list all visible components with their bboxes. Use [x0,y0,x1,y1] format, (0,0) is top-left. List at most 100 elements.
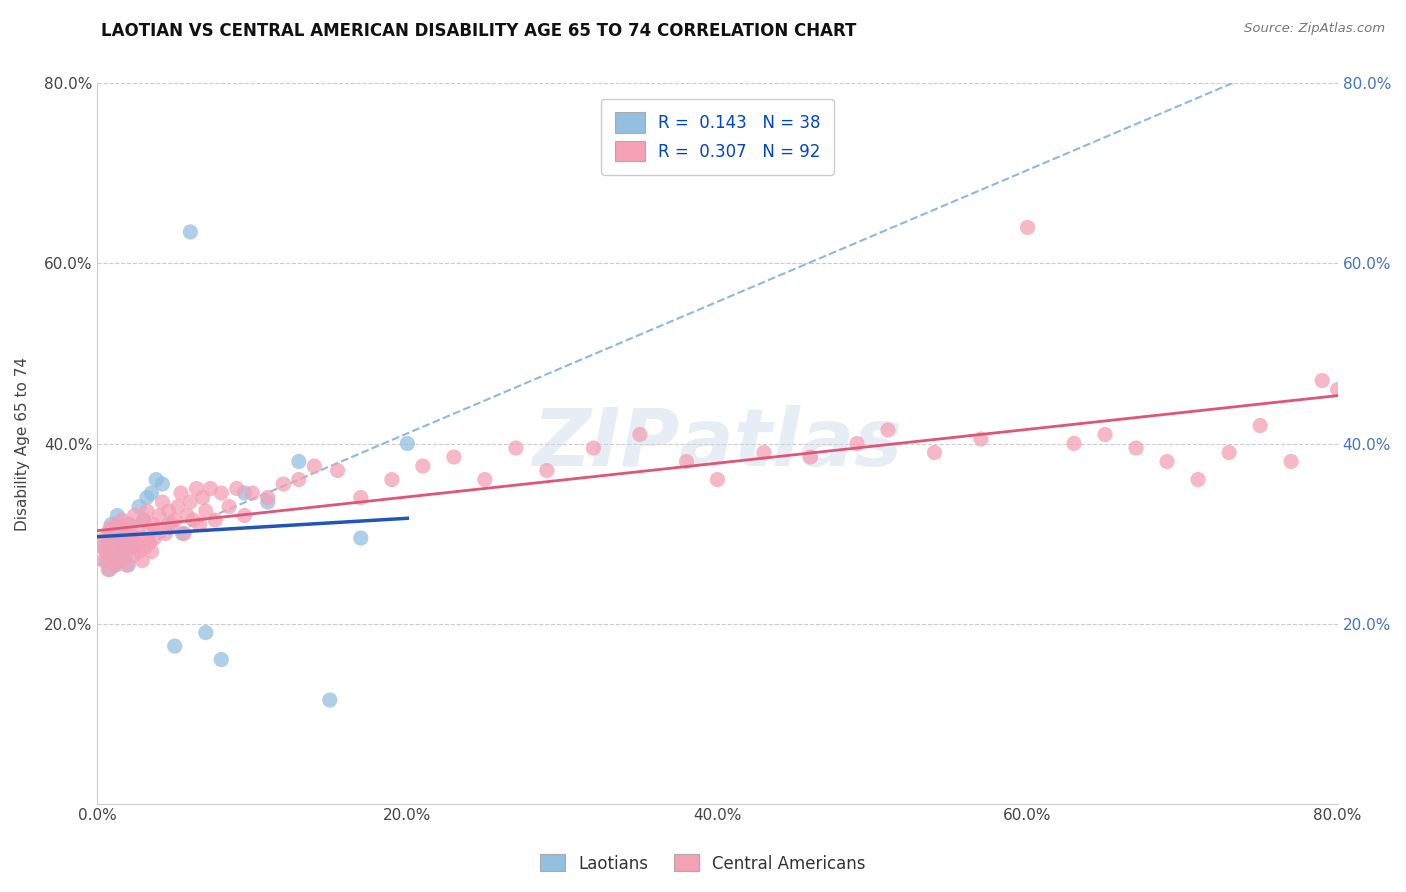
Point [271,477,294,491]
Point [145,522,167,536]
Point [1063,436,1085,450]
Point [173,526,195,541]
Point [150,477,173,491]
Point [675,454,697,468]
Point [132,513,155,527]
Point [167,500,190,514]
Point [179,225,201,239]
Point [103,526,125,541]
Point [381,473,404,487]
Point [326,464,349,478]
Point [1156,454,1178,468]
Point [1017,220,1039,235]
Point [240,486,263,500]
Point [752,445,775,459]
Point [125,540,148,554]
Point [877,423,900,437]
Text: Source: ZipAtlas.com: Source: ZipAtlas.com [1244,22,1385,36]
Point [108,526,131,541]
Point [186,482,208,496]
Point [112,544,135,558]
Point [288,473,311,487]
Point [846,436,869,450]
Point [125,535,148,549]
Point [233,508,256,523]
Point [474,473,496,487]
Point [706,473,728,487]
Point [96,553,118,567]
Point [412,458,434,473]
Point [170,486,193,500]
Point [179,495,201,509]
Point [145,473,167,487]
Point [319,693,342,707]
Point [200,482,222,496]
Point [114,549,136,563]
Point [104,517,127,532]
Point [115,526,138,541]
Point [97,563,120,577]
Point [120,540,142,554]
Point [103,558,125,572]
Point [1326,383,1348,397]
Point [110,535,132,549]
Point [233,486,256,500]
Point [176,508,198,523]
Point [288,454,311,468]
Point [129,531,152,545]
Point [160,517,183,532]
Point [110,553,132,567]
Point [148,508,170,523]
Point [98,563,121,577]
Point [350,531,373,545]
Point [100,549,122,563]
Point [114,531,136,545]
Point [188,517,211,532]
Point [143,531,166,545]
Point [104,558,127,572]
Point [90,540,112,554]
Point [1218,445,1240,459]
Point [131,553,153,567]
Point [1187,473,1209,487]
Point [505,441,527,455]
Point [1279,454,1302,468]
Point [120,526,142,541]
Point [107,508,129,523]
Point [128,544,150,558]
Point [799,450,821,464]
Point [115,558,138,572]
Y-axis label: Disability Age 65 to 74: Disability Age 65 to 74 [15,357,30,531]
Point [1125,441,1147,455]
Legend: R =  0.143   N = 38, R =  0.307   N = 92: R = 0.143 N = 38, R = 0.307 N = 92 [602,99,834,175]
Point [204,513,226,527]
Point [183,513,205,527]
Point [100,517,122,532]
Point [118,540,141,554]
Point [122,531,145,545]
Point [101,544,124,558]
Point [135,491,157,505]
Point [396,436,419,450]
Point [101,535,124,549]
Point [132,513,155,527]
Point [141,544,163,558]
Point [93,553,115,567]
Point [150,495,173,509]
Point [139,535,162,549]
Point [117,517,139,532]
Point [96,544,118,558]
Point [118,517,141,532]
Point [141,486,163,500]
Point [111,522,134,536]
Point [98,522,121,536]
Point [134,540,156,554]
Point [124,508,146,523]
Point [138,526,160,541]
Point [97,531,120,545]
Point [163,513,186,527]
Point [256,495,278,509]
Text: ZIP​atlas: ZIP​atlas [533,405,903,483]
Text: LAOTIAN VS CENTRAL AMERICAN DISABILITY AGE 65 TO 74 CORRELATION CHART: LAOTIAN VS CENTRAL AMERICAN DISABILITY A… [101,22,856,40]
Point [191,491,214,505]
